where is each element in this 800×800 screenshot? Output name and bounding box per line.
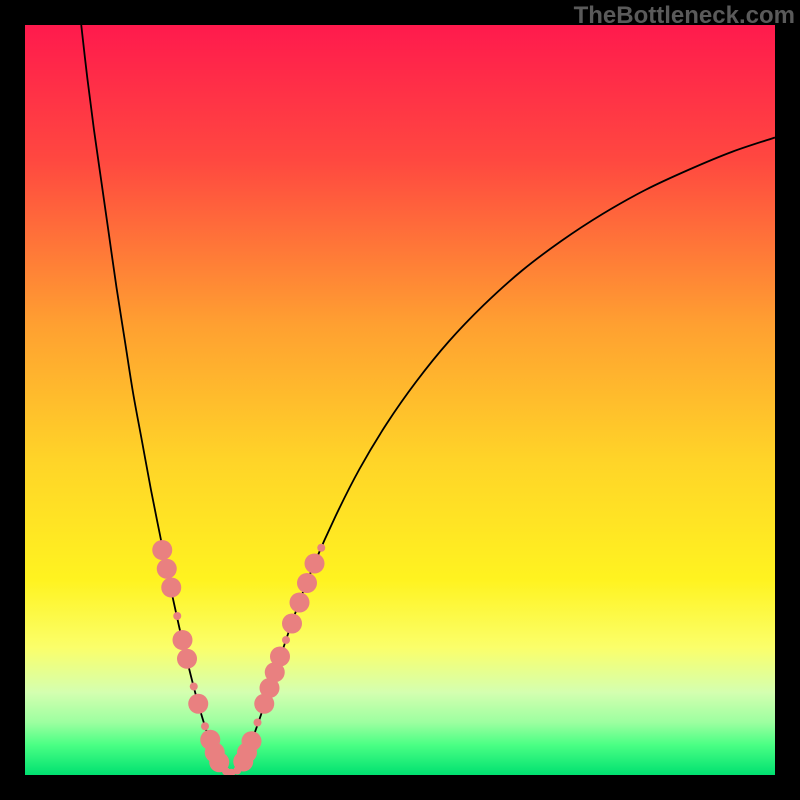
highlight-bead bbox=[201, 722, 209, 730]
highlight-bead bbox=[152, 540, 172, 560]
highlight-bead bbox=[305, 554, 325, 574]
highlight-bead bbox=[290, 593, 310, 613]
bottleneck-chart: TheBottleneck.com bbox=[0, 0, 800, 800]
highlight-bead bbox=[188, 694, 208, 714]
highlight-bead bbox=[161, 578, 181, 598]
chart-svg bbox=[0, 0, 800, 800]
highlight-bead bbox=[317, 544, 325, 552]
highlight-bead bbox=[177, 649, 197, 669]
highlight-bead bbox=[270, 647, 290, 667]
highlight-bead bbox=[173, 630, 193, 650]
highlight-bead bbox=[254, 719, 262, 727]
highlight-bead bbox=[173, 612, 181, 620]
chart-background-gradient bbox=[25, 25, 775, 775]
highlight-bead bbox=[157, 559, 177, 579]
highlight-bead bbox=[282, 636, 290, 644]
highlight-bead bbox=[282, 614, 302, 634]
highlight-bead bbox=[190, 683, 198, 691]
highlight-bead bbox=[242, 731, 262, 751]
highlight-bead bbox=[297, 573, 317, 593]
